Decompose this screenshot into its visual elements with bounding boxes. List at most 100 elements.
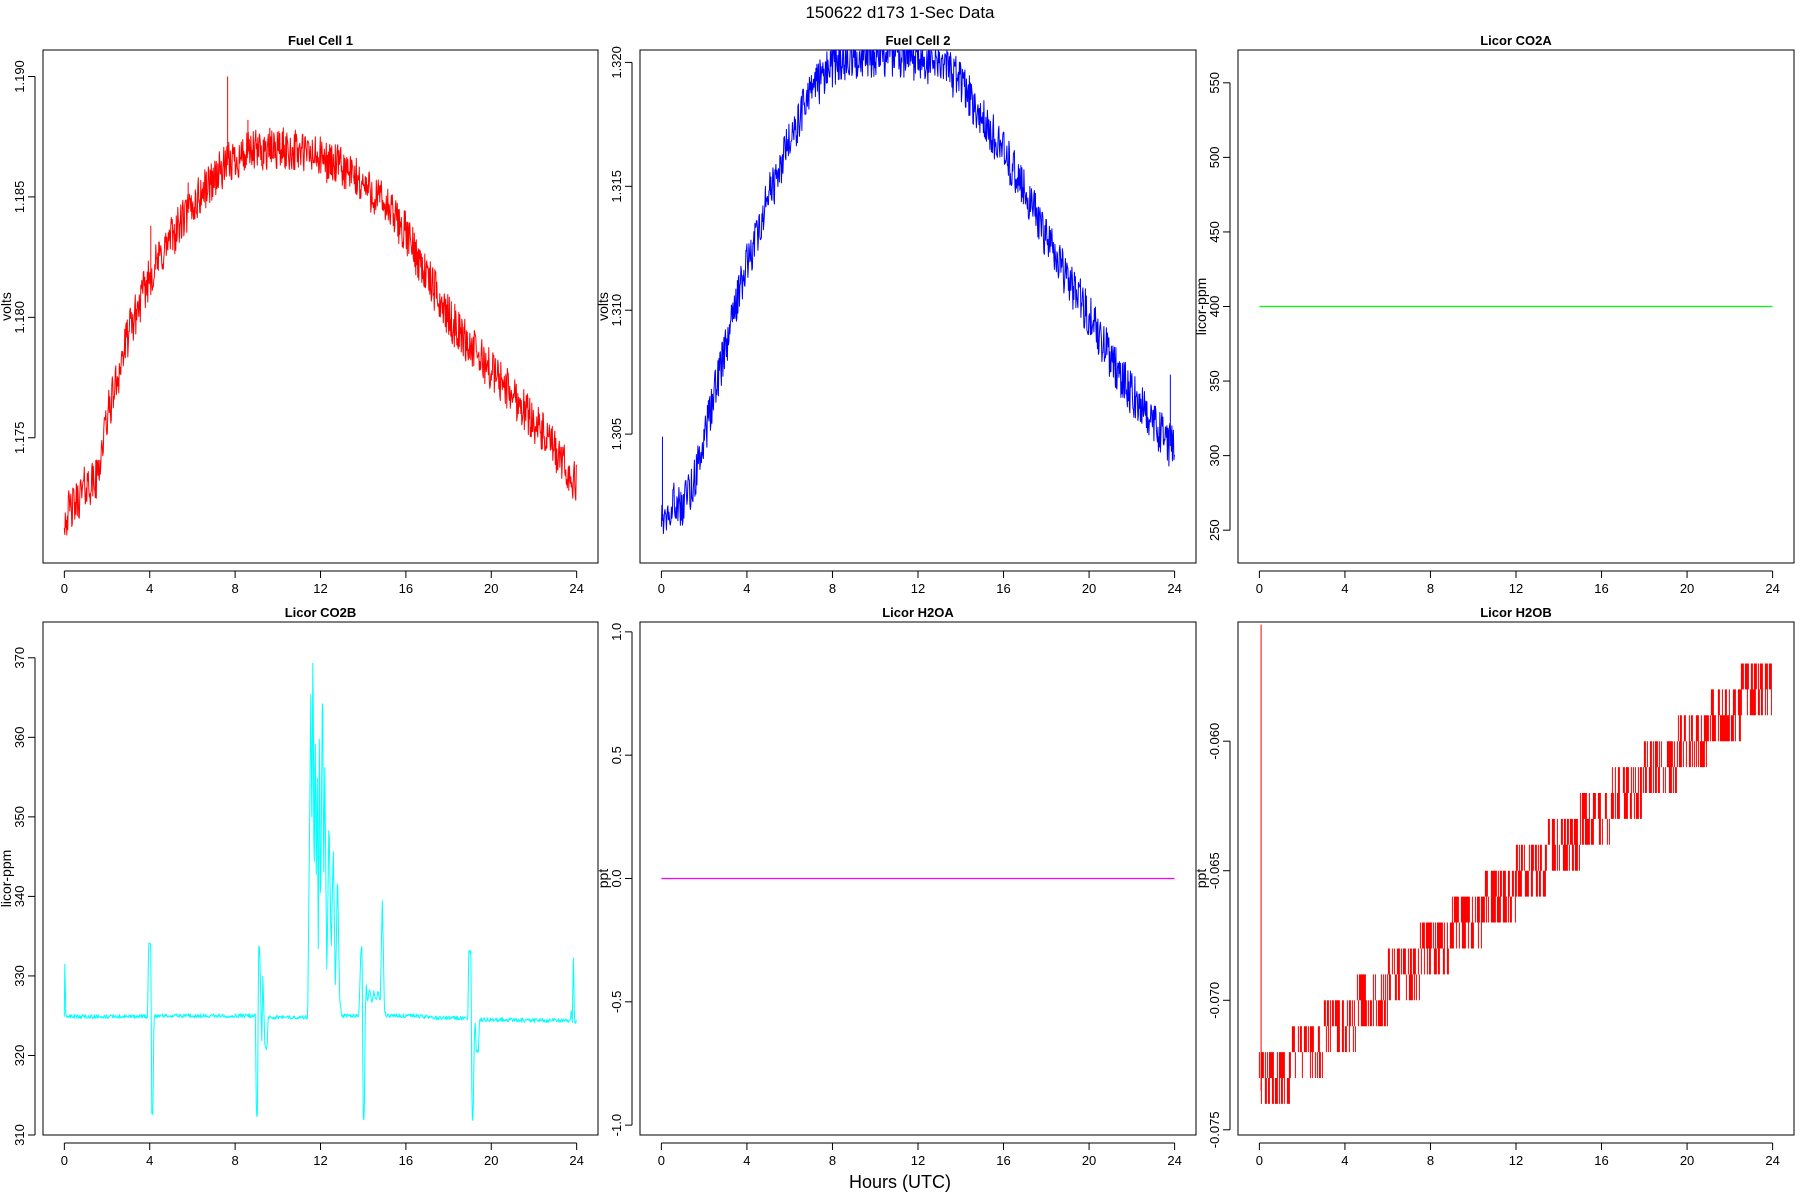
x-tick-label: 16 xyxy=(1594,581,1608,596)
x-tick-label: 20 xyxy=(1680,1153,1694,1168)
y-tick-label: 330 xyxy=(12,965,27,987)
x-tick-label: 12 xyxy=(911,581,925,596)
series-group xyxy=(63,662,577,1121)
x-tick-label: 0 xyxy=(61,1153,68,1168)
y-tick-label: -0.060 xyxy=(1207,723,1222,760)
y-tick-label: 0.5 xyxy=(609,746,624,764)
y-tick-label: 1.310 xyxy=(609,294,624,327)
chart-panel-5: Licor H2OA ppt 0 4 8 12 16 20 24 -1.0 -0.5 0.0 0.5 1.… xyxy=(595,605,1197,1168)
y-tick-label: 1.0 xyxy=(609,623,624,641)
chart-panel-6: Licor H2OB ppt 0 4 8 12 16 20 24 -0.075 -0.070 -0.0… xyxy=(1193,605,1795,1168)
x-tick-label: 4 xyxy=(146,1153,153,1168)
x-tick-label: 24 xyxy=(569,581,583,596)
x-tick-label: 16 xyxy=(996,1153,1010,1168)
x-tick-label: 24 xyxy=(1765,1153,1779,1168)
x-tick-label: 24 xyxy=(569,1153,583,1168)
y-axis-label: licor-ppm xyxy=(0,850,14,908)
chart-panel-2: Fuel Cell 2 volts 0 4 8 12 16 20 24 1.305 1.310 1.3… xyxy=(595,33,1197,596)
x-tick-label: 20 xyxy=(484,1153,498,1168)
x-tick-label: 12 xyxy=(313,581,327,596)
x-tick-label: 16 xyxy=(996,581,1010,596)
chart-title: Licor CO2B xyxy=(285,605,357,620)
x-tick-label: 20 xyxy=(1082,581,1096,596)
x-tick-label: 24 xyxy=(1167,581,1181,596)
y-tick-label: 310 xyxy=(12,1124,27,1146)
chart-title: Licor H2OA xyxy=(882,605,954,620)
y-tick-label: 360 xyxy=(12,726,27,748)
x-tick-label: 0 xyxy=(1256,1153,1263,1168)
x-tick-label: 0 xyxy=(658,581,665,596)
x-tick-label: 8 xyxy=(829,1153,836,1168)
x-tick-label: 8 xyxy=(231,581,238,596)
x-tick-label: 4 xyxy=(1341,1153,1348,1168)
x-tick-label: 4 xyxy=(743,1153,750,1168)
y-tick-label: 400 xyxy=(1207,296,1222,318)
y-tick-label: 1.175 xyxy=(12,421,27,454)
x-tick-label: 0 xyxy=(61,581,68,596)
y-tick-label: 0.0 xyxy=(609,869,624,887)
y-tick-label: 340 xyxy=(12,886,27,908)
y-tick-label: 370 xyxy=(12,647,27,669)
plot-frame xyxy=(639,621,1197,1136)
plot-frame xyxy=(639,49,1197,564)
series-line xyxy=(63,662,577,1121)
series-group xyxy=(660,50,1175,535)
x-tick-label: 0 xyxy=(1256,581,1263,596)
figure-title: 150622 d173 1-Sec Data xyxy=(805,3,995,22)
chart-title: Licor CO2A xyxy=(1480,33,1552,48)
y-tick-label: -0.075 xyxy=(1207,1111,1222,1148)
x-tick-label: 20 xyxy=(1082,1153,1096,1168)
y-tick-label: 350 xyxy=(12,806,27,828)
x-tick-label: 4 xyxy=(146,581,153,596)
y-axis-label: ppt xyxy=(1193,869,1209,889)
y-tick-label: 1.305 xyxy=(609,418,624,451)
y-axis-label: volts xyxy=(0,292,14,321)
y-axis-label: volts xyxy=(595,292,611,321)
panels-group: Fuel Cell 1 volts 0 4 8 12 16 20 24 1.175 1.180 1.1… xyxy=(0,33,1795,1168)
x-tick-label: 12 xyxy=(313,1153,327,1168)
plot-frame xyxy=(1237,621,1795,1136)
y-tick-label: -0.065 xyxy=(1207,852,1222,889)
y-tick-label: 250 xyxy=(1207,519,1222,541)
y-axis-label: licor-ppm xyxy=(1193,278,1209,336)
x-tick-label: 24 xyxy=(1167,1153,1181,1168)
y-tick-label: 1.180 xyxy=(12,301,27,334)
y-tick-label: 1.190 xyxy=(12,60,27,93)
chart-title: Licor H2OB xyxy=(1480,605,1552,620)
y-tick-label: 1.320 xyxy=(609,46,624,79)
x-tick-label: 4 xyxy=(1341,581,1348,596)
chart-panel-1: Fuel Cell 1 volts 0 4 8 12 16 20 24 1.175 1.180 1.1… xyxy=(0,33,599,596)
plot-frame xyxy=(42,49,599,564)
x-tick-label: 20 xyxy=(1680,581,1694,596)
y-tick-label: 500 xyxy=(1207,147,1222,169)
x-tick-label: 16 xyxy=(1594,1153,1608,1168)
x-tick-label: 8 xyxy=(829,581,836,596)
y-tick-label: 350 xyxy=(1207,370,1222,392)
y-axis-label: ppt xyxy=(595,869,611,889)
y-tick-label: -0.070 xyxy=(1207,982,1222,1019)
chart-panel-4: Licor CO2B licor-ppm 0 4 8 12 16 20 24 310 320 330 3… xyxy=(0,605,599,1168)
x-tick-label: 12 xyxy=(1509,1153,1523,1168)
x-tick-label: 8 xyxy=(1427,1153,1434,1168)
series-line xyxy=(63,127,577,536)
y-tick-label: 1.185 xyxy=(12,181,27,214)
series-line xyxy=(660,50,1175,535)
chart-title: Fuel Cell 2 xyxy=(885,33,950,48)
series-line xyxy=(1258,663,1772,1104)
x-tick-label: 16 xyxy=(399,1153,413,1168)
y-tick-label: 320 xyxy=(12,1045,27,1067)
plot-frame xyxy=(1237,49,1795,564)
y-tick-label: 300 xyxy=(1207,445,1222,467)
figure-x-axis-label: Hours (UTC) xyxy=(849,1172,951,1192)
x-tick-label: 20 xyxy=(484,581,498,596)
x-tick-label: 16 xyxy=(399,581,413,596)
y-tick-label: 550 xyxy=(1207,72,1222,94)
chart-panel-3: Licor CO2A licor-ppm 0 4 8 12 16 20 24 250 300 350 4… xyxy=(1193,33,1795,596)
chart-title: Fuel Cell 1 xyxy=(288,33,353,48)
x-tick-label: 12 xyxy=(911,1153,925,1168)
x-tick-label: 4 xyxy=(743,581,750,596)
y-tick-label: -1.0 xyxy=(609,1114,624,1136)
series-group xyxy=(1258,624,1772,1104)
y-tick-label: -0.5 xyxy=(609,991,624,1013)
